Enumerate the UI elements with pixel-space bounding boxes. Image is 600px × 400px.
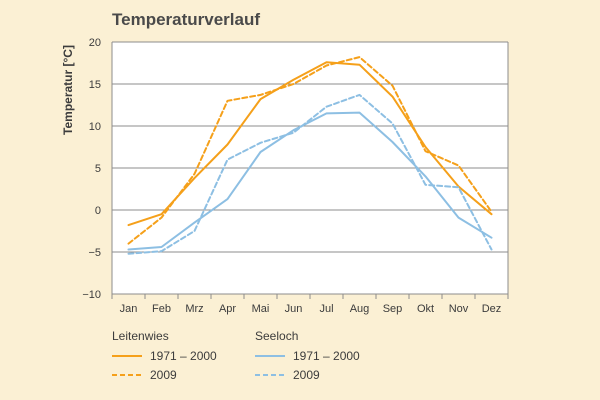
y-tick-label: −5 [88,247,101,259]
x-tick-label: Jan [120,303,138,315]
legend-entry-label: 1971 – 2000 [150,349,217,363]
x-tick-label: Aug [350,303,370,315]
chart-title: Temperaturverlauf [112,10,261,29]
y-tick-label: 15 [89,79,101,91]
y-tick-label: −10 [82,289,101,301]
x-tick-label: Apr [219,303,236,315]
x-tick-label: Okt [417,303,434,315]
y-tick-label: 5 [95,163,101,175]
legend-entry-label: 1971 – 2000 [293,349,360,363]
series-line-seeloch-1971-2000 [127,111,493,251]
x-tick-label: Sep [383,303,403,315]
series-lines [127,56,493,255]
x-tick-label: Feb [152,303,171,315]
y-tick-label: 10 [89,121,101,133]
y-axis: 20 15 10 5 0 −5 −10 [82,37,101,301]
series-line-seeloch-2009 [127,93,493,255]
x-tick-label: Jul [319,303,333,315]
y-tick-label: 0 [95,205,101,217]
x-tick-label: Jun [285,303,303,315]
legend: Leitenwies 1971 – 2000 2009 Seeloch 1971 – 2… [112,329,360,382]
x-tick-label: Dez [482,303,502,315]
legend-entry-label: 2009 [150,368,177,382]
y-tick-label: 20 [89,37,101,49]
x-axis: Jan Feb Mrz Apr Mai Jun Jul Aug Sep Okt Nov Dez [111,294,509,315]
y-axis-title: Temperatur [°C] [61,45,75,135]
x-tick-label: Mrz [185,303,203,315]
x-tick-label: Mai [252,303,270,315]
series-line-leitenwies-2009 [127,56,493,245]
legend-entry-label: 2009 [293,368,320,382]
x-tick-label: Nov [449,303,469,315]
legend-group-title: Leitenwies [112,329,169,343]
legend-group-title: Seeloch [255,329,298,343]
